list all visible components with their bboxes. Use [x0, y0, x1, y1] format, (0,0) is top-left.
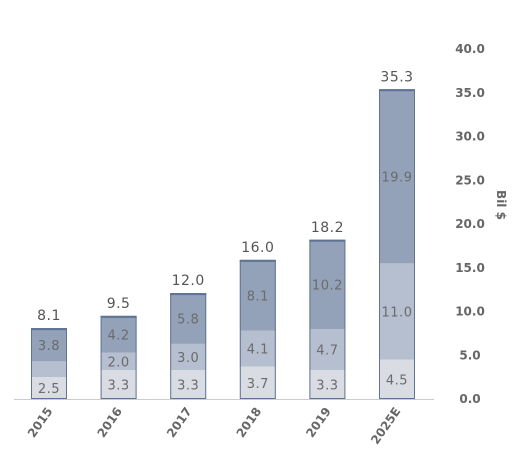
- segment-value-label: 2.0: [108, 355, 130, 370]
- x-tick-label: 2025E: [368, 405, 403, 447]
- segment-value-label: 4.2: [108, 328, 130, 343]
- y-tick-label: 20.0: [455, 217, 485, 231]
- x-tick-label: 2019: [303, 405, 334, 440]
- total-value-label: 12.0: [172, 273, 205, 289]
- y-axis-label: Bil $: [494, 190, 508, 220]
- bar-segment: [31, 361, 67, 378]
- bar-segment: [309, 239, 346, 329]
- bar-segment: [239, 366, 276, 399]
- segment-value-label: 3.3: [316, 379, 338, 394]
- y-tick-label: 40.0: [455, 42, 485, 56]
- segment-value-label: 8.1: [247, 289, 269, 304]
- y-tick-label: 30.0: [455, 130, 485, 144]
- bar-segment: [170, 343, 207, 371]
- total-value-label: 9.5: [107, 296, 131, 312]
- labels-layer: 2.5 3.8 8.1 3.3 2.0 4.2 9.5 3.3 3.0 5.8 12.0 3.7 4.1…: [37, 69, 413, 397]
- segment-value-label: 11.0: [382, 306, 413, 321]
- bar-segment: [379, 89, 415, 264]
- segment-value-label: 3.3: [177, 379, 199, 394]
- bar-segment: [31, 328, 67, 362]
- y-tick-label: 0.0: [459, 392, 480, 406]
- segment-value-label: 4.7: [316, 344, 338, 359]
- segment-value-label: 3.3: [108, 379, 130, 394]
- segment-value-label: 5.8: [177, 313, 199, 328]
- total-value-label: 8.1: [37, 308, 61, 324]
- bar-segment: [31, 377, 67, 399]
- bar-segment: [309, 370, 346, 399]
- segment-value-label: 3.0: [177, 351, 199, 366]
- y-tick-label: 35.0: [455, 86, 485, 100]
- y-tick-label: 25.0: [455, 173, 485, 187]
- bars-layer: [31, 89, 415, 399]
- y-tick-label: 15.0: [455, 261, 485, 275]
- x-tick-label: 2016: [94, 405, 125, 440]
- bar-segment: [239, 330, 276, 367]
- bar-segment: [100, 370, 137, 399]
- bar-segment: [239, 259, 276, 331]
- segment-value-label: 19.9: [382, 170, 413, 185]
- segment-value-label: 10.2: [312, 278, 343, 293]
- y-tick-label: 5.0: [459, 348, 480, 362]
- x-tick-label: 2018: [234, 405, 265, 440]
- bar-segment: [100, 315, 137, 353]
- segment-value-label: 3.8: [38, 339, 60, 354]
- y-tick-label: 10.0: [455, 305, 485, 319]
- x-tick-label: 2017: [164, 405, 195, 440]
- total-value-label: 18.2: [311, 220, 344, 236]
- total-value-label: 16.0: [241, 240, 274, 256]
- bar-segment: [309, 329, 346, 371]
- segment-value-label: 4.1: [247, 343, 269, 358]
- segment-value-label: 4.5: [386, 373, 408, 388]
- segment-value-label: 3.7: [247, 377, 269, 392]
- total-value-label: 35.3: [380, 69, 413, 85]
- x-tick-label: 2015: [25, 405, 56, 440]
- bar-segment: [170, 293, 207, 344]
- bar-segment: [170, 370, 207, 399]
- bar-segment: [100, 352, 137, 371]
- bar-segment: [379, 263, 415, 360]
- segment-value-label: 2.5: [38, 382, 60, 397]
- bar-segment: [379, 359, 415, 399]
